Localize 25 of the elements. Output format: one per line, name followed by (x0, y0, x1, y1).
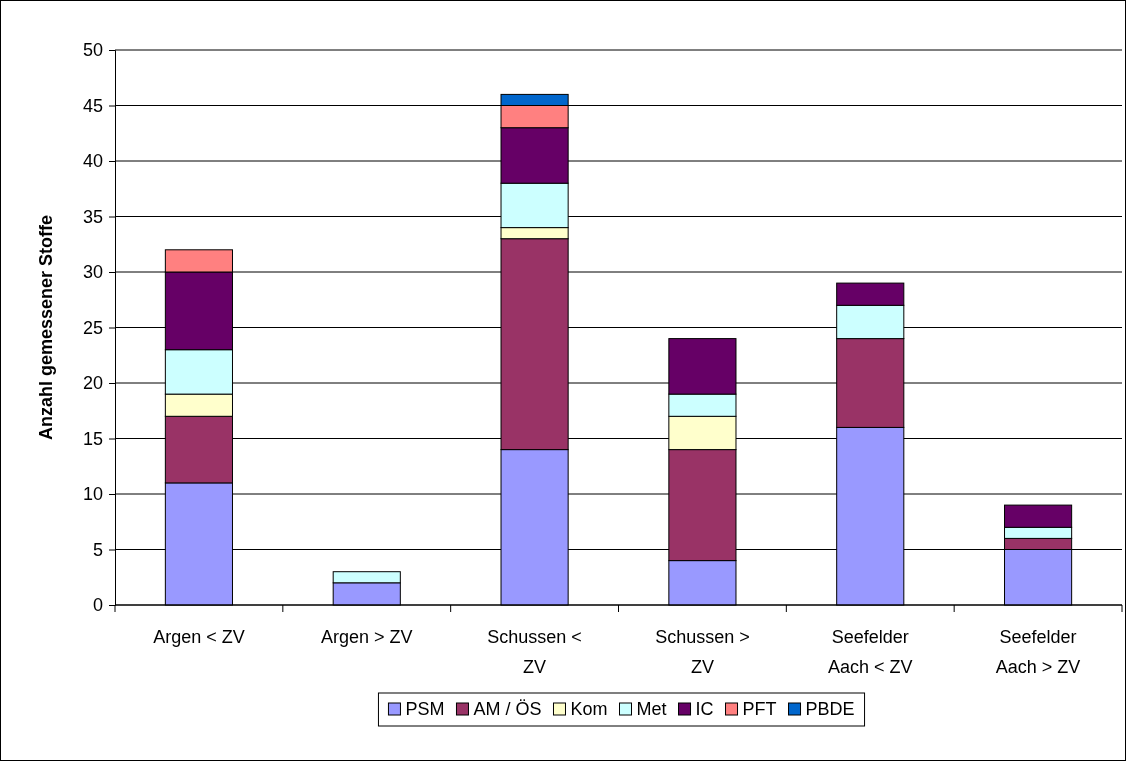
x-tick-label: Schussen < ZV (487, 627, 582, 677)
y-tick-label: 25 (82, 317, 103, 338)
y-tick-label: 50 (82, 40, 103, 61)
y-tick-label: 10 (82, 484, 103, 505)
y-tick-label: 35 (82, 206, 103, 227)
legend-label: PBDE (805, 699, 855, 719)
legend-label: PFT (742, 699, 777, 719)
x-tick-label: Argen < ZV (153, 627, 245, 647)
legend-label: IC (695, 699, 714, 719)
legend-label: PSM (405, 699, 445, 719)
y-tick-label: 5 (92, 539, 103, 560)
y-tick-label: 15 (82, 428, 103, 449)
y-tick-label: 45 (82, 95, 103, 116)
y-axis-title: Anzahl gemessener Stoffe (36, 214, 56, 441)
y-tick-label: 40 (82, 151, 103, 172)
legend-label: AM / ÖS (473, 699, 542, 719)
x-tick-label: Argen > ZV (320, 627, 413, 647)
x-tick-label: Schussen > ZV (655, 627, 750, 677)
x-tick-label: Seefelder Aach < ZV (827, 627, 913, 677)
y-tick-label: 30 (82, 262, 103, 283)
y-tick-label: 0 (92, 595, 103, 616)
x-tick-label: Seefelder Aach > ZV (995, 627, 1081, 677)
legend-label: Kom (570, 699, 608, 719)
y-tick-label: 20 (82, 373, 103, 394)
legend-label: Met (636, 699, 667, 719)
